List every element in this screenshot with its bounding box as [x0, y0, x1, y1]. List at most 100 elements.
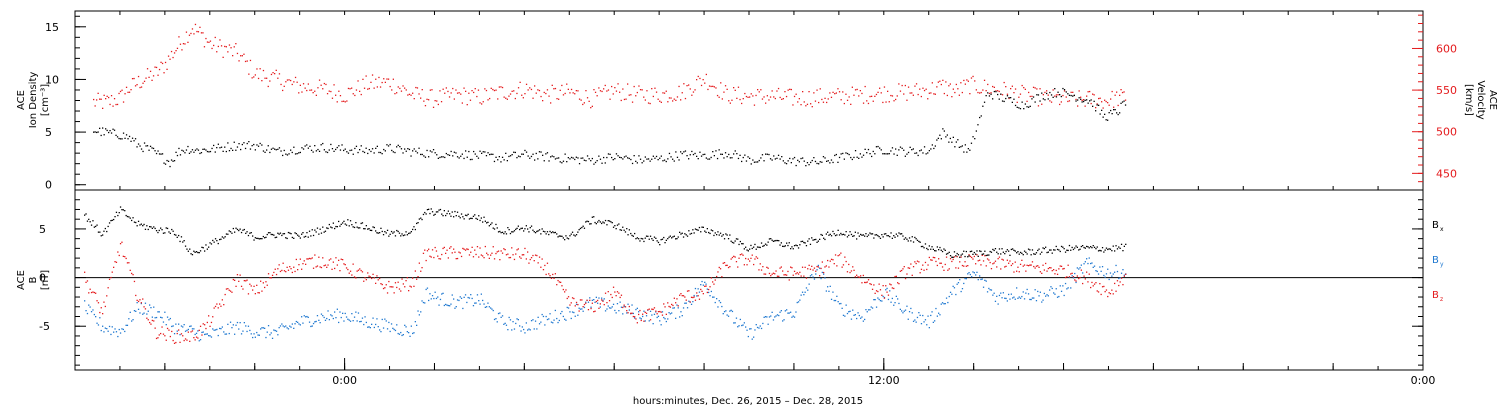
- bz-point: [456, 257, 459, 260]
- density-point: [797, 159, 799, 161]
- by-point: [1059, 285, 1061, 287]
- by-point: [1088, 257, 1090, 259]
- bz-point: [1050, 267, 1052, 269]
- by-point: [636, 307, 638, 309]
- velocity-point: [982, 89, 984, 91]
- bz-point: [940, 262, 942, 264]
- density-point: [257, 145, 260, 147]
- bx-point: [273, 234, 275, 236]
- by-point: [431, 295, 434, 297]
- bx-point: [628, 229, 630, 231]
- velocity-point: [455, 89, 457, 91]
- density-point: [617, 155, 619, 157]
- bz-point: [973, 255, 975, 258]
- bz-point: [360, 269, 362, 272]
- velocity-point: [556, 98, 558, 100]
- bz-point: [922, 264, 924, 266]
- velocity-point: [851, 86, 853, 88]
- by-point: [934, 320, 936, 322]
- bz-point: [598, 307, 600, 309]
- density-point: [763, 160, 765, 162]
- by-point: [435, 297, 438, 300]
- density-point: [160, 153, 162, 155]
- velocity-point: [318, 79, 321, 81]
- density-point: [154, 150, 156, 152]
- bx-point: [719, 232, 722, 234]
- density-point: [254, 149, 256, 151]
- velocity-point: [829, 92, 831, 94]
- velocity-point: [726, 88, 728, 90]
- bx-point: [673, 235, 675, 237]
- bz-point: [546, 262, 549, 264]
- bx-point: [758, 246, 760, 248]
- bz-point: [1075, 280, 1077, 282]
- bz-point: [645, 312, 648, 314]
- by-point: [820, 277, 822, 280]
- by-point: [882, 295, 884, 298]
- bz-point: [1022, 265, 1024, 267]
- by-point: [458, 299, 460, 302]
- velocity-point: [995, 90, 997, 92]
- bx-point: [540, 233, 542, 235]
- bx-point: [994, 248, 997, 250]
- bx-point: [368, 228, 370, 230]
- bx-point: [894, 236, 896, 238]
- velocity-point: [1021, 84, 1023, 87]
- bz-point: [239, 274, 241, 276]
- density-point: [850, 156, 852, 159]
- by-point: [575, 303, 578, 305]
- bz-point: [1060, 265, 1063, 267]
- bz-point: [858, 276, 860, 278]
- density-point: [471, 158, 473, 161]
- bx-point: [708, 231, 710, 234]
- velocity-point: [643, 96, 645, 98]
- velocity-point: [527, 89, 529, 91]
- bz-point: [842, 264, 845, 266]
- bx-point: [278, 233, 280, 235]
- velocity-point: [217, 45, 219, 48]
- density-point: [354, 147, 356, 150]
- bz-point: [1016, 270, 1018, 272]
- bz-point: [619, 296, 621, 299]
- density-point: [1060, 95, 1062, 98]
- velocity-point: [399, 87, 401, 90]
- velocity-point: [879, 87, 881, 89]
- bx-point: [877, 235, 879, 237]
- velocity-point: [157, 74, 159, 76]
- bz-point: [569, 304, 571, 306]
- velocity-point: [731, 99, 733, 101]
- bz-point: [351, 274, 353, 276]
- density-point: [275, 149, 277, 151]
- bx-point: [351, 224, 353, 226]
- bz-point: [487, 254, 489, 256]
- bz-point: [759, 263, 761, 265]
- by-point: [754, 329, 756, 331]
- bz-point: [554, 273, 556, 275]
- velocity-point: [1011, 85, 1013, 87]
- bx-point: [479, 219, 481, 222]
- bz-point: [289, 266, 291, 268]
- by-point: [487, 302, 489, 304]
- bx-point: [698, 226, 701, 229]
- by-point: [482, 299, 484, 302]
- by-point: [290, 326, 292, 328]
- density-point: [269, 151, 271, 154]
- by-point: [817, 264, 819, 267]
- density-point: [543, 160, 545, 162]
- by-point: [1107, 268, 1109, 270]
- bz-point: [614, 291, 616, 293]
- density-point: [113, 129, 116, 131]
- velocity-point: [890, 94, 892, 97]
- bx-point: [365, 225, 367, 227]
- velocity-point: [420, 97, 422, 99]
- bz-point: [1004, 266, 1006, 268]
- density-point: [769, 158, 772, 160]
- bx-point: [982, 253, 985, 255]
- velocity-point: [1089, 90, 1091, 93]
- bx-point: [266, 233, 268, 236]
- by-point: [664, 318, 666, 320]
- density-point: [431, 151, 433, 153]
- by-point: [809, 275, 812, 277]
- bx-point: [712, 230, 714, 232]
- bz-point: [301, 268, 303, 270]
